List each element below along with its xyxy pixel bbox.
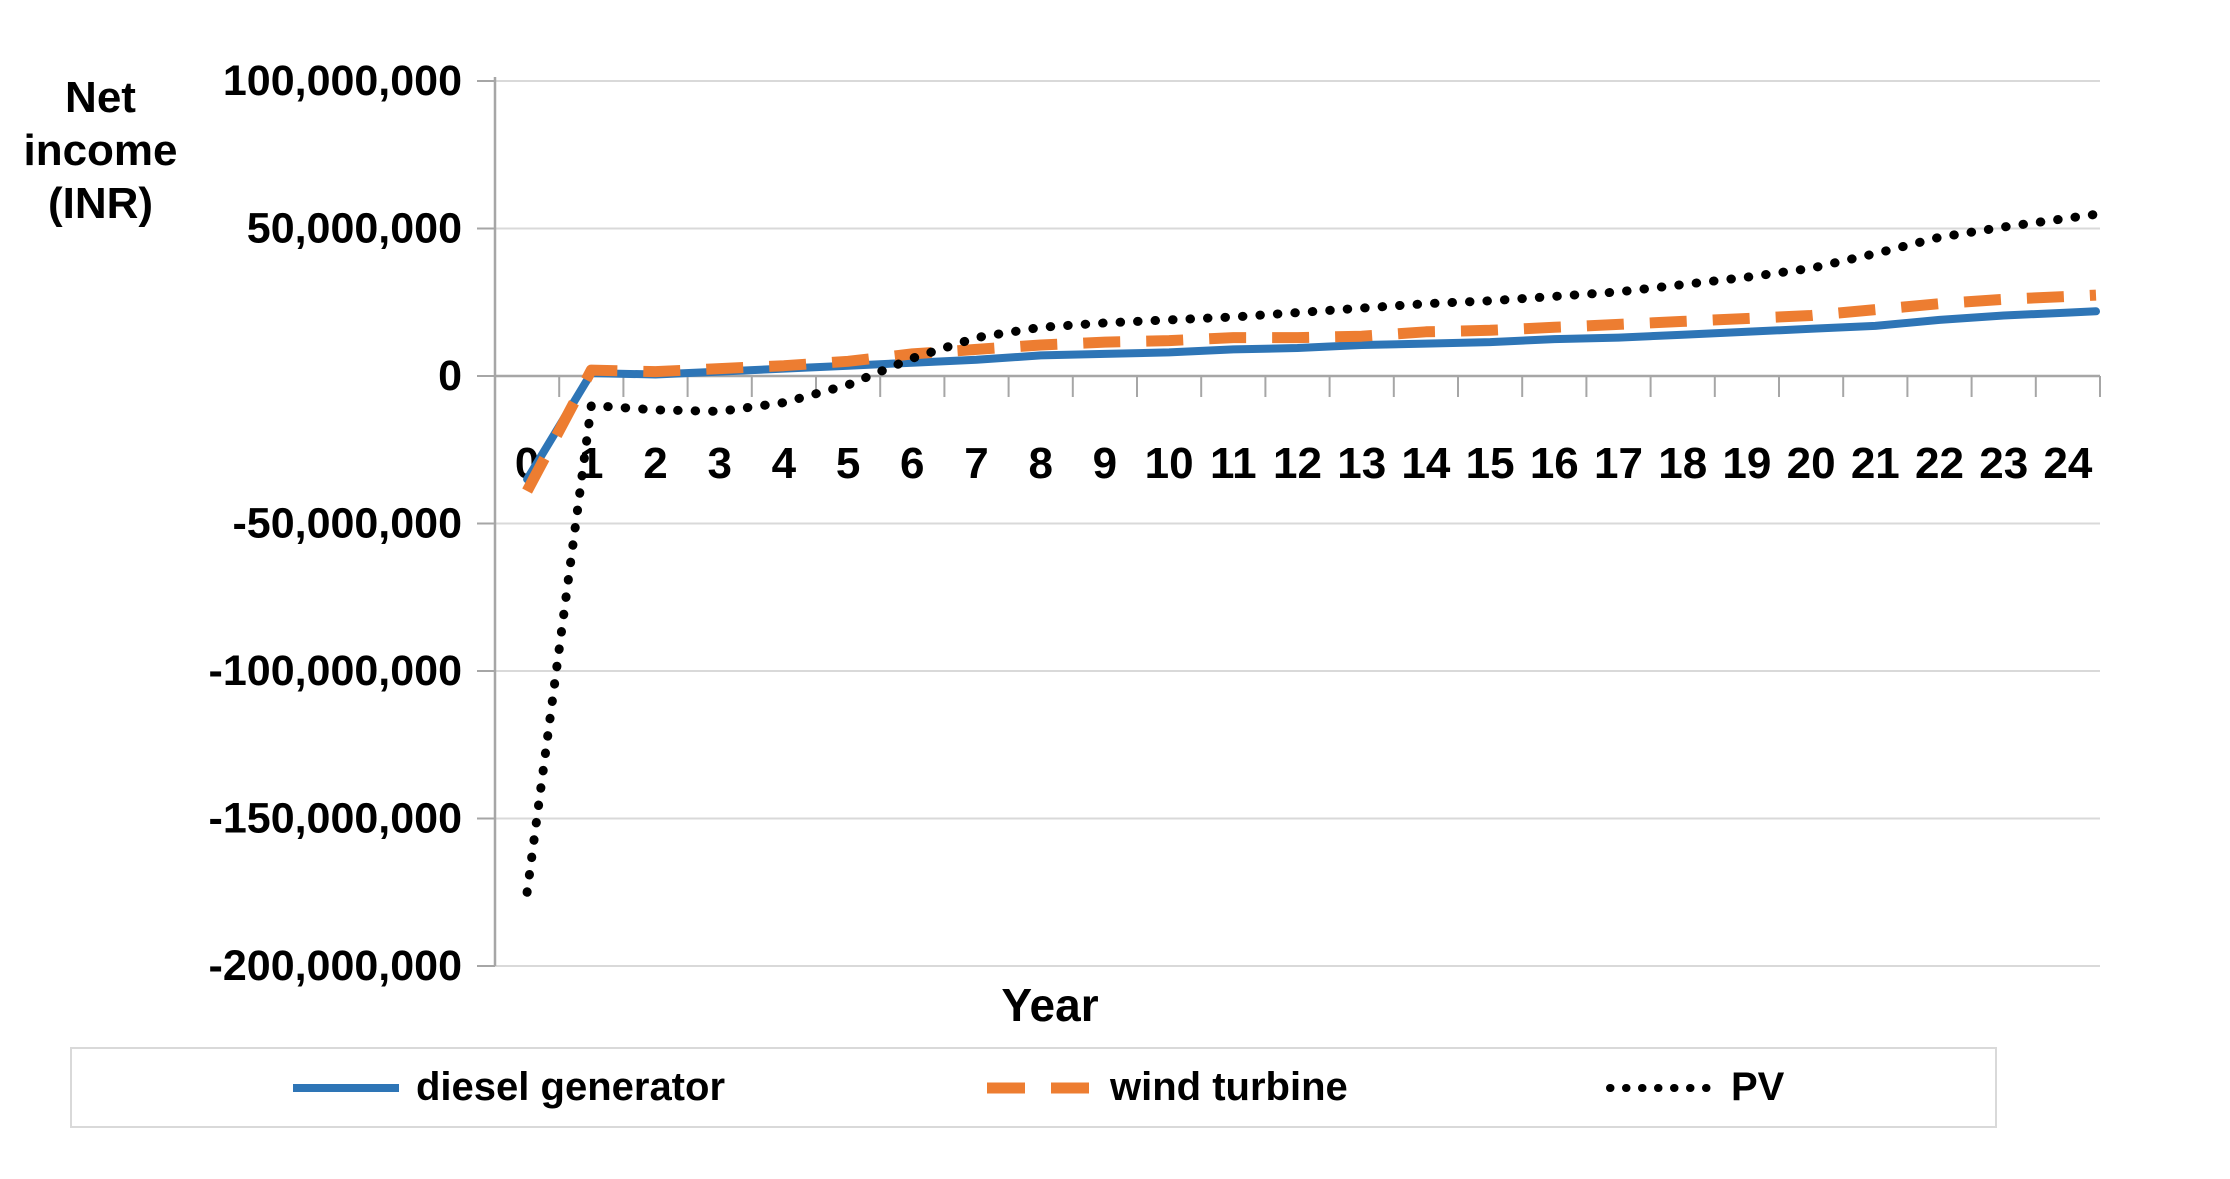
x-tick-label: 16 — [1530, 439, 1579, 488]
y-tick-label: -50,000,000 — [232, 500, 462, 548]
series-line-wind-turbine — [522, 289, 2097, 494]
x-axis-tick-labels: 0 1 2 3 4 5 6 7 8 9 10 11 12 13 14 15 16 17 18 19 20 21 22 23 24 — [515, 439, 2093, 488]
legend-item-diesel-generator: diesel generator — [290, 1049, 725, 1126]
legend-item-label: diesel generator — [416, 1065, 726, 1109]
y-tick-label: 100,000,000 — [223, 57, 462, 105]
x-tick-label: 14 — [1401, 439, 1450, 488]
x-tick-label: 20 — [1787, 439, 1836, 488]
gridlines — [495, 80, 2100, 967]
x-tick-label: 8 — [1028, 439, 1052, 488]
legend: diesel generator wind turbine PV — [70, 1047, 1997, 1128]
x-tick-label: 22 — [1915, 439, 1964, 488]
y-axis-title-line: income — [23, 125, 178, 175]
x-tick-label: 17 — [1594, 439, 1643, 488]
x-tick-label: 11 — [1210, 439, 1257, 488]
pv-line-swatch-icon — [1606, 1083, 1716, 1092]
x-tick-label: 19 — [1722, 439, 1771, 488]
x-tick-label: 10 — [1145, 439, 1194, 488]
legend-item-label: PV — [1731, 1065, 1785, 1109]
legend-item-wind-turbine: wind turbine — [984, 1049, 1348, 1126]
y-tick-label: -200,000,000 — [209, 942, 462, 990]
axis-ticks — [477, 80, 2101, 967]
x-tick-label: 4 — [772, 439, 797, 488]
x-tick-label: 5 — [836, 439, 860, 488]
diesel-generator-line-swatch-icon — [293, 1083, 399, 1092]
y-tick-label: 50,000,000 — [247, 205, 462, 253]
x-tick-label: 21 — [1851, 439, 1900, 488]
y-axis-title-line: (INR) — [47, 178, 154, 228]
x-tick-label: 18 — [1658, 439, 1707, 488]
y-axis-tick-labels: 100,000,000 50,000,000 0 -50,000,000 -100,00… — [209, 57, 462, 990]
x-tick-label: 12 — [1273, 439, 1322, 488]
wind-turbine-line-swatch-icon — [987, 1082, 1093, 1093]
legend-item-pv: PV — [1605, 1049, 1784, 1126]
x-tick-label: 1 — [579, 439, 603, 488]
y-tick-label: 0 — [438, 352, 462, 400]
x-tick-label: 24 — [2043, 439, 2092, 488]
y-tick-label: -100,000,000 — [209, 647, 462, 695]
x-tick-label: 7 — [964, 439, 988, 488]
legend-item-label: wind turbine — [1110, 1065, 1348, 1109]
x-tick-label: 13 — [1337, 439, 1386, 488]
x-tick-label: 6 — [900, 439, 924, 488]
y-axis-title: Net income (INR) — [8, 72, 193, 230]
x-tick-label: 23 — [1979, 439, 2028, 488]
y-axis-title-line: Net — [65, 73, 136, 122]
x-tick-label: 9 — [1093, 439, 1117, 488]
x-tick-label: 15 — [1466, 439, 1515, 488]
y-tick-label: -150,000,000 — [209, 795, 462, 843]
axis-lines — [493, 77, 2100, 966]
x-tick-label: 2 — [643, 439, 667, 488]
x-tick-label: 3 — [707, 439, 731, 488]
x-axis-title: Year — [1001, 979, 1099, 1031]
series-line-PV — [522, 209, 2101, 897]
